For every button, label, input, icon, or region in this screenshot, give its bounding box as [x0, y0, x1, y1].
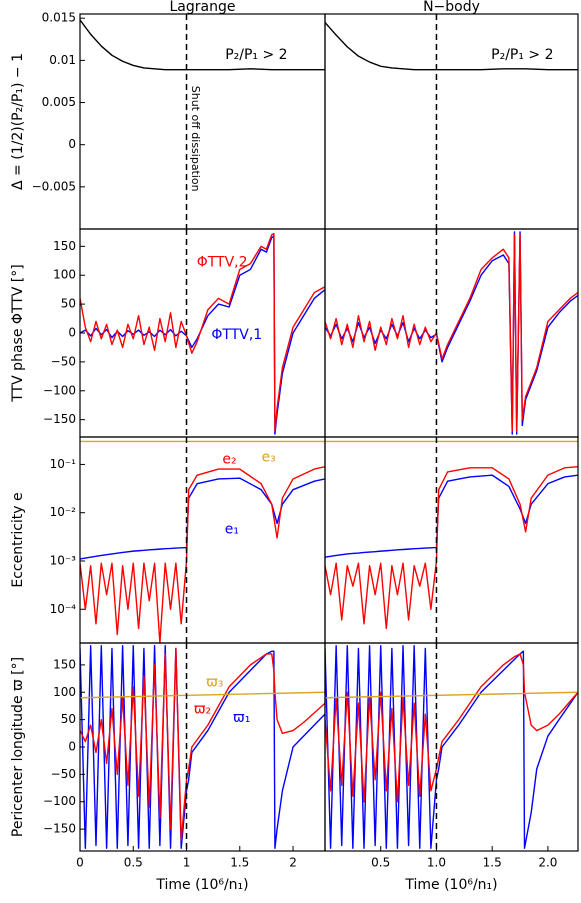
data-line — [80, 691, 325, 699]
x-axis-label: Time (10⁶/n₁) — [155, 877, 248, 893]
plot-area — [325, 21, 578, 71]
y-tick-label: 150 — [53, 657, 76, 671]
x-tick-label: 2.0 — [538, 856, 557, 870]
y-tick-label: −150 — [43, 822, 76, 836]
annotation: ΦTTV,1 — [211, 327, 262, 343]
y-tick-label: 10⁻¹ — [50, 457, 77, 471]
plot-area — [325, 231, 578, 435]
x-tick-label: 0.5 — [124, 856, 143, 870]
y-tick-label: 10⁻⁴ — [50, 602, 77, 616]
y-tick-label: 0 — [68, 326, 76, 340]
data-line — [325, 645, 578, 849]
data-line — [80, 645, 325, 849]
data-line — [325, 474, 578, 558]
data-line — [80, 465, 325, 643]
plot-area — [325, 645, 578, 849]
annotation: ϖ₃ — [206, 675, 223, 691]
y-tick-label: −50 — [51, 354, 76, 368]
x-axis-label: Time (10⁶/n₁) — [404, 877, 497, 893]
y-tick-label: −100 — [43, 383, 76, 397]
y-tick-label: 0 — [68, 137, 76, 151]
axes-frame — [79, 436, 326, 644]
y-tick-label: −150 — [43, 412, 76, 426]
annotation: Shut off dissipation — [189, 86, 202, 192]
data-line — [80, 477, 325, 560]
plot-area — [80, 440, 325, 643]
y-tick-label: 0.005 — [42, 95, 76, 109]
y-tick-label: 0.01 — [49, 53, 76, 67]
annotation: P₂/P₁ > 2 — [225, 47, 287, 63]
annotation: ϖ₁ — [233, 710, 250, 726]
annotation: P₂/P₁ > 2 — [491, 47, 553, 63]
x-tick-label: 1.0 — [427, 856, 446, 870]
annotation: e₂ — [222, 452, 236, 468]
y-tick-label: 50 — [61, 297, 76, 311]
annotation: ΦTTV,2 — [197, 254, 248, 270]
y-tick-label: −50 — [51, 767, 76, 781]
y-tick-label: 150 — [53, 239, 76, 253]
data-line — [325, 465, 578, 630]
x-tick-label: 0 — [76, 856, 84, 870]
x-tick-label: 2 — [289, 856, 297, 870]
y-axis-label: Eccentricity e — [10, 492, 26, 587]
x-tick-label: 1 — [183, 856, 191, 870]
data-line — [80, 19, 325, 71]
data-line — [80, 647, 325, 841]
x-tick-label: 0.5 — [371, 856, 390, 870]
y-tick-label: −100 — [43, 794, 76, 808]
annotation: e₁ — [225, 522, 239, 538]
data-line — [325, 691, 578, 699]
axes-frame — [324, 642, 579, 852]
y-tick-label: 100 — [53, 685, 76, 699]
y-axis-label: Δ = (1/2)(P₂/P₁) − 1 — [10, 53, 26, 190]
y-tick-label: −0.005 — [32, 179, 76, 193]
y-tick-label: 0.015 — [42, 11, 76, 25]
y-axis-label: Pericenter longitude ϖ [°] — [10, 657, 26, 837]
y-tick-label: 10⁻³ — [50, 553, 77, 567]
data-line — [325, 231, 578, 435]
data-line — [325, 234, 578, 432]
y-tick-label: 50 — [61, 712, 76, 726]
annotation: ϖ₂ — [194, 702, 211, 718]
x-tick-label: 1.5 — [483, 856, 502, 870]
data-line — [80, 232, 325, 432]
x-tick-label: 1.5 — [230, 856, 249, 870]
y-tick-label: 10⁻² — [50, 505, 77, 519]
plot-area — [325, 440, 578, 630]
y-tick-label: 100 — [53, 268, 76, 282]
annotation: e₃ — [262, 450, 276, 466]
y-tick-label: 0 — [68, 740, 76, 754]
plot-area — [80, 19, 325, 71]
column-title: N−body — [423, 0, 480, 15]
data-line — [325, 21, 578, 71]
plot-area — [80, 645, 325, 849]
plot-area — [80, 232, 325, 435]
y-axis-label: TTV phase ΦTTV [°] — [10, 264, 26, 402]
column-title: Lagrange — [170, 0, 236, 15]
data-line — [325, 653, 578, 803]
